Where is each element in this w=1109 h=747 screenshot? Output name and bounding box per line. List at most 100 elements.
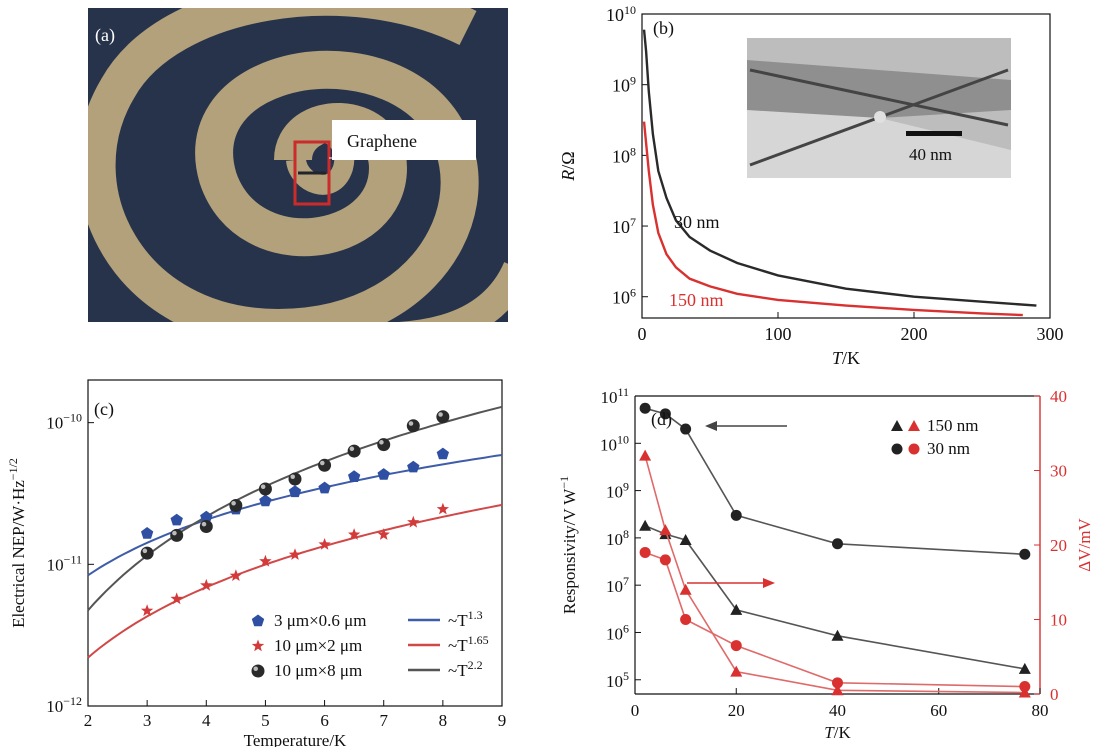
data-point-circle (639, 546, 651, 558)
x-tick-label: 40 (829, 701, 846, 720)
y-axis-title-left: Responsivity/V W−1 (557, 476, 579, 614)
data-point-circle (908, 443, 920, 455)
sphere-highlight (408, 421, 414, 426)
data-point-circle (680, 614, 692, 625)
data-point-circle (730, 640, 742, 652)
panel-label-b: (b) (653, 18, 674, 39)
plot-frame (641, 13, 1051, 319)
graphene-box (293, 140, 331, 206)
data-point-triangle (730, 603, 743, 615)
panel-label-c: (c) (94, 399, 114, 420)
arrow-head-left (705, 421, 717, 431)
x-tick-label: 2 (84, 711, 93, 730)
panel-c-plot: 2 3 4 5 6 7 8 9 10−12 10−11 10−10 Temperature/K Elec… (6, 379, 507, 747)
x-axis-title: Temperature/K (244, 731, 347, 747)
legend-label: 150 nm (927, 416, 978, 435)
x-tick-label: 9 (498, 711, 507, 730)
data-point-star (348, 528, 361, 540)
data-point-pentagon (170, 513, 183, 526)
y-tick-label-left: 1011 (600, 385, 629, 407)
panel-a-micrograph: Graphene (a) (88, 8, 508, 322)
y-tick-label: 1010 (606, 3, 636, 25)
y-tick-label: 107 (612, 215, 636, 237)
x-tick-label: 100 (765, 324, 792, 344)
y-tick-label-left: 106 (606, 621, 629, 643)
data-point-pentagon (200, 510, 213, 523)
legend-marker-label: 10 μm×8 μm (274, 661, 362, 680)
data-point-triangle (831, 629, 844, 641)
y-tick-label-left: 109 (606, 480, 629, 502)
data-point-sphere (258, 482, 272, 496)
data-point-triangle (730, 665, 743, 677)
data-point-star (170, 592, 183, 605)
series-line (642, 29, 1037, 307)
x-tick-label: 0 (638, 324, 647, 344)
panel-b-plot: 0 100 200 300 106 107 108 109 1010 T/K R/Ω 30 nm 150… (558, 3, 1064, 368)
y-tick-label-left: 1010 (600, 432, 629, 454)
plot-frame (87, 379, 503, 707)
data-point-star (251, 639, 265, 652)
y-axis-title: Electrical NEP/W·Hz−1/2 (6, 458, 28, 628)
x-tick-label: 200 (901, 324, 928, 344)
data-point-pentagon (407, 460, 420, 473)
legend-marker-label: 10 μm×2 μm (274, 636, 362, 655)
data-point-circle (891, 443, 903, 455)
data-point-star (436, 502, 449, 515)
panel-label-a: (a) (95, 25, 115, 46)
data-point-sphere (436, 410, 450, 424)
inset-scale-bar (906, 131, 962, 136)
series-label-30nm: 30 nm (674, 212, 720, 232)
data-point-triangle (679, 583, 692, 595)
x-tick-label: 0 (631, 701, 640, 720)
data-point-sphere (377, 438, 391, 452)
x-tick-label: 5 (261, 711, 270, 730)
legend-fit-label: ~T1.3 (448, 608, 483, 630)
data-point-star (318, 538, 331, 550)
data-point-triangle (831, 684, 844, 696)
panel-b-chart: 40 nm 0 100 200 300 106 107 108 109 1010 T/K R/Ω 30… (558, 3, 1064, 368)
data-point-pentagon (318, 481, 331, 494)
data-point-star (200, 578, 213, 591)
data-point-pentagon (141, 527, 154, 539)
x-tick-label: 80 (1032, 701, 1049, 720)
y-tick-label: 10−12 (46, 694, 82, 716)
data-point-sphere (229, 499, 243, 513)
y-tick-label-left: 108 (606, 527, 629, 549)
panel-label-d: (d) (651, 409, 672, 430)
data-point-star (288, 548, 302, 560)
y-tick-label-right: 0 (1050, 685, 1059, 704)
data-point-star (229, 569, 242, 581)
sphere-highlight (253, 666, 258, 671)
data-point-sphere (199, 519, 213, 533)
x-axis-title: T/K (824, 723, 851, 742)
y-tick-label: 10−11 (47, 552, 82, 574)
data-point-circle (832, 677, 843, 689)
sphere-highlight (379, 440, 384, 445)
spiral-arm-inner (286, 121, 355, 195)
x-tick-label: 20 (728, 701, 745, 720)
data-point-pentagon (436, 447, 449, 460)
x-tick-label: 7 (379, 711, 388, 730)
data-point-star (377, 528, 390, 540)
data-point-sphere (318, 458, 332, 472)
spiral-arm-outer (397, 261, 508, 322)
x-tick-label: 8 (439, 711, 448, 730)
arrow-head-right (763, 578, 775, 588)
panel-d-chart: 0 20 40 60 80 105 106 107 108 109 1010 1011 0 10 20 30 4… (557, 385, 1094, 742)
data-point-circle (639, 402, 651, 414)
y-tick-label-right: 40 (1050, 387, 1067, 406)
data-point-pentagon (288, 485, 302, 498)
data-point-pentagon (259, 494, 272, 507)
series-line (642, 121, 1023, 317)
y-axis-title: R/Ω (558, 151, 578, 181)
data-point-circle (680, 423, 692, 435)
data-point-sphere (288, 472, 302, 486)
legend-fit-label: ~T2.2 (448, 658, 483, 680)
data-point-triangle (639, 519, 652, 531)
data-point-star (259, 554, 272, 567)
data-point-triangle (679, 534, 692, 546)
inset-tem-image: 40 nm (747, 38, 1011, 178)
data-point-triangle (1018, 662, 1031, 674)
data-point-triangle (891, 420, 903, 431)
data-point-circle (1019, 681, 1031, 693)
